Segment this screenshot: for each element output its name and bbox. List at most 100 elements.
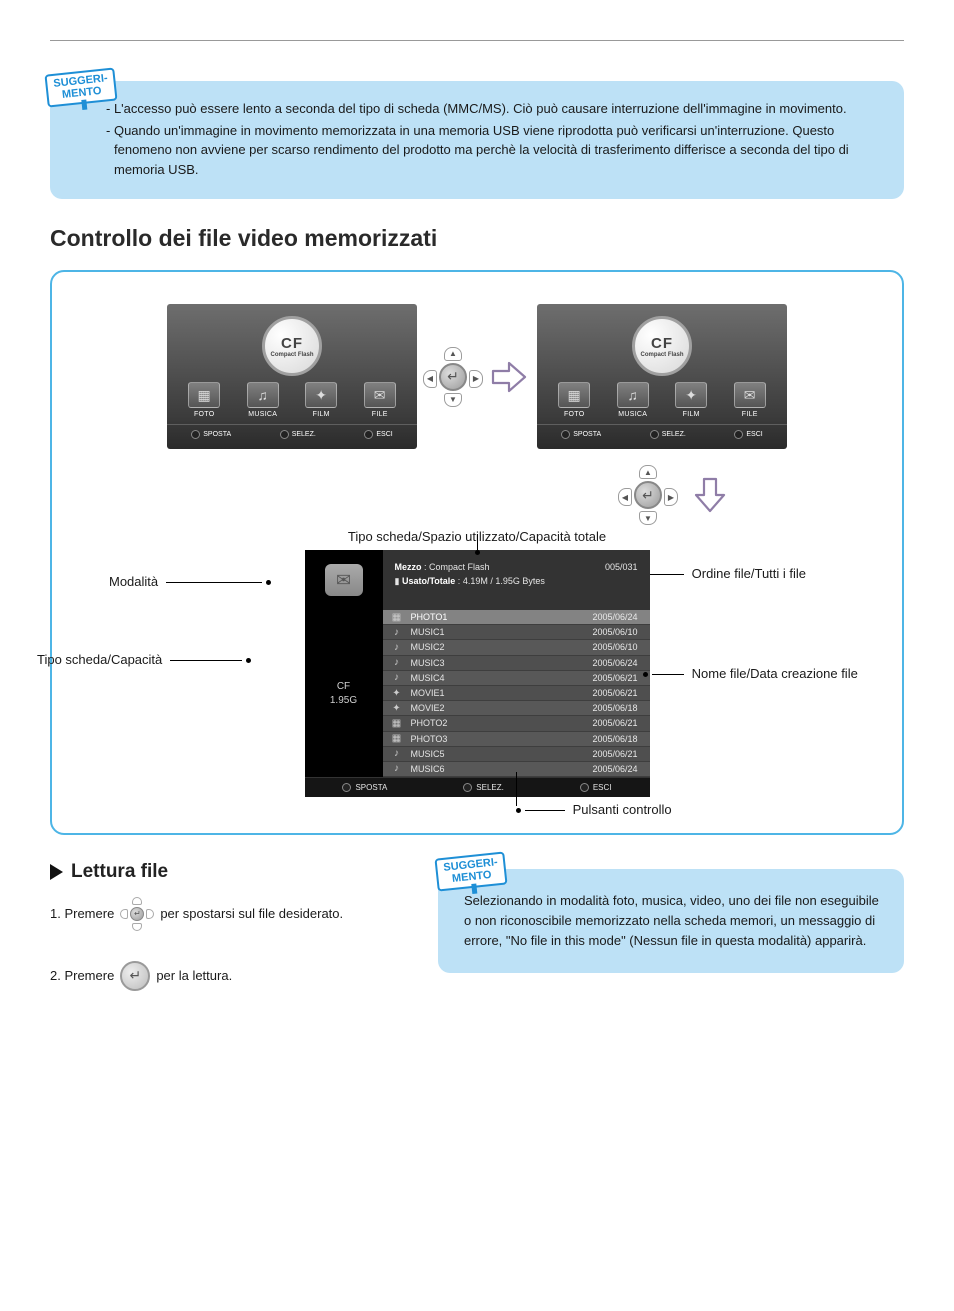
- file-name: MUSIC3: [411, 658, 445, 668]
- move-icon: [191, 430, 200, 439]
- file-row: ✦ MOVIE2 2005/06/18: [383, 701, 650, 716]
- file-row: ▦PHOTO12005/06/24: [383, 610, 650, 625]
- file-row: ♪ MUSIC1 2005/06/10: [383, 625, 650, 640]
- callout-nome-data: Nome file/Data creazione file: [643, 666, 858, 681]
- dpad-icon: ▲▼◀▶ ↵: [425, 349, 481, 405]
- media-menu-item: ▦ FOTO: [558, 382, 590, 418]
- file-date: 2005/06/10: [592, 627, 637, 637]
- media-item-label: FOTO: [558, 411, 590, 418]
- callout-line: [477, 534, 478, 550]
- file-row: ▦PHOTO22005/06/21: [383, 716, 650, 731]
- lettura-left: Lettura file 1. Premere ↵ per spostarsi …: [50, 861, 410, 1021]
- figure-box: CF Compact Flash ▦FOTO♫MUSICA✦FILM✉FILE …: [50, 270, 904, 835]
- order-value: 005/031: [605, 560, 638, 574]
- cf-abbr: CF: [651, 335, 673, 352]
- step-2: 2. Premere ↵ per la lettura.: [50, 961, 410, 991]
- media-menu-bottom: SPOSTA SELEZ. ESCI: [167, 424, 417, 439]
- file-name: MOVIE2: [411, 703, 445, 713]
- label-move: SPOSTA: [203, 431, 231, 438]
- media-menu-item: ✦FILM: [305, 382, 337, 418]
- tip-tag-l2: MENTO: [451, 869, 492, 885]
- tip1-item: Quando un'immagine in movimento memorizz…: [106, 121, 880, 180]
- file-type-icon: ♪: [391, 672, 403, 683]
- media-item-label: MUSICA: [247, 411, 279, 418]
- media-menu-bottom: SPOSTA SELEZ. ESCI: [537, 424, 787, 439]
- menu-row: CF Compact Flash ▦FOTO♫MUSICA✦FILM✉FILE …: [80, 304, 874, 449]
- file-name: MUSIC4: [411, 673, 445, 683]
- step-1: 1. Premere ↵ per spostarsi sul file desi…: [50, 897, 410, 931]
- cf-full: Compact Flash: [640, 352, 683, 358]
- card-cap: 1.95G: [330, 695, 357, 706]
- meta-cell: Mezzo : Compact Flash 005/031 ▮ Usato/To…: [383, 550, 650, 610]
- label-select: SELEZ.: [662, 431, 686, 438]
- step2-a: 2. Premere: [50, 967, 114, 985]
- lettura-heading-text: Lettura file: [71, 861, 168, 883]
- step2-b: per la lettura.: [156, 967, 232, 985]
- file-date: 2005/06/21: [592, 673, 637, 683]
- tip-tag-icon: SUGGERI- MENTO: [434, 851, 507, 891]
- media-item-icon: ▦: [558, 382, 590, 408]
- media-menu-item: ♫MUSICA: [617, 382, 649, 418]
- callout-label: Nome file/Data creazione file: [692, 666, 858, 681]
- media-item-icon: ♫: [247, 382, 279, 408]
- lettura-right: SUGGERI- MENTO Selezionando in modalità …: [438, 861, 904, 999]
- media-menu-item: ▦FOTO: [188, 382, 220, 418]
- file-date: 2005/06/10: [592, 642, 637, 652]
- file-name: MUSIC1: [411, 627, 445, 637]
- media-item-icon: ▦: [188, 382, 220, 408]
- tip-tag-l2: MENTO: [61, 84, 102, 100]
- callout-label: Modalità: [109, 574, 158, 589]
- enter-icon: ↵: [120, 961, 150, 991]
- file-type-icon: ♪: [391, 642, 403, 653]
- file-type-icon: ✦: [391, 688, 403, 699]
- tip2-body: Selezionando in modalità foto, musica, v…: [464, 891, 882, 951]
- select-icon: [650, 430, 659, 439]
- callout-scheda-cap: Tipo scheda/Capacità: [37, 652, 251, 667]
- file-date: 2005/06/21: [592, 718, 637, 728]
- callout-ordine: Ordine file/Tutti i file: [635, 566, 806, 581]
- file-name: MUSIC2: [411, 642, 445, 652]
- file-name: PHOTO1: [411, 612, 448, 622]
- usato-value: 4.19M / 1.95G Bytes: [463, 576, 545, 586]
- file-row: ♪ MUSIC4 2005/06/21: [383, 671, 650, 686]
- file-name: MOVIE1: [411, 688, 445, 698]
- media-menu-items: ▦FOTO♫MUSICA✦FILM✉FILE: [537, 380, 787, 422]
- card-type: CF: [337, 681, 350, 692]
- media-item-label: FILE: [364, 411, 396, 418]
- file-date: 2005/06/24: [592, 764, 637, 774]
- media-menu-item: ♫ MUSICA: [247, 382, 279, 418]
- lettura-row: Lettura file 1. Premere ↵ per spostarsi …: [50, 861, 904, 1021]
- top-rule: [50, 40, 904, 41]
- lettura-heading: Lettura file: [50, 861, 410, 883]
- triangle-icon: [50, 864, 63, 880]
- file-type-icon: ♪: [391, 627, 403, 638]
- cf-full: Compact Flash: [270, 352, 313, 358]
- file-type-icon: ✦: [391, 703, 403, 714]
- file-type-icon: ▦: [391, 718, 403, 729]
- cf-disk-icon: CF Compact Flash: [632, 316, 692, 376]
- file-type-icon: ▦: [391, 733, 403, 744]
- label-exit: ESCI: [746, 431, 762, 438]
- file-date: 2005/06/24: [592, 612, 637, 622]
- media-item-label: FILM: [675, 411, 707, 418]
- media-menu-item: ✉FILE: [364, 382, 396, 418]
- exit-icon: [364, 430, 373, 439]
- file-panel: ✉ Mezzo : Compact Flash 005/031 ▮ Usato/…: [305, 550, 650, 797]
- callout-label: Tipo scheda/Capacità: [37, 652, 162, 667]
- mode-icon: ✉: [325, 564, 363, 596]
- callout-line: [516, 772, 517, 806]
- mode-cell: ✉: [305, 550, 383, 610]
- file-date: 2005/06/21: [592, 749, 637, 759]
- file-type-icon: ♪: [391, 748, 403, 759]
- row-2: ▲▼◀▶ ↵: [80, 467, 874, 523]
- media-menu-item: ✉FILE: [734, 382, 766, 418]
- media-item-icon: ✉: [734, 382, 766, 408]
- label-exit: ESCI: [593, 783, 612, 792]
- cf-disk-icon: CF Compact Flash: [262, 316, 322, 376]
- callout-dot: [475, 550, 480, 555]
- exit-icon: [734, 430, 743, 439]
- media-menu-tile-right: CF Compact Flash ▦FOTO♫MUSICA✦FILM✉FILE …: [537, 304, 787, 449]
- tip1-item: L'accesso può essere lento a seconda del…: [106, 99, 880, 119]
- file-row: ✦MOVIE12005/06/21: [383, 686, 650, 701]
- file-date: 2005/06/18: [592, 703, 637, 713]
